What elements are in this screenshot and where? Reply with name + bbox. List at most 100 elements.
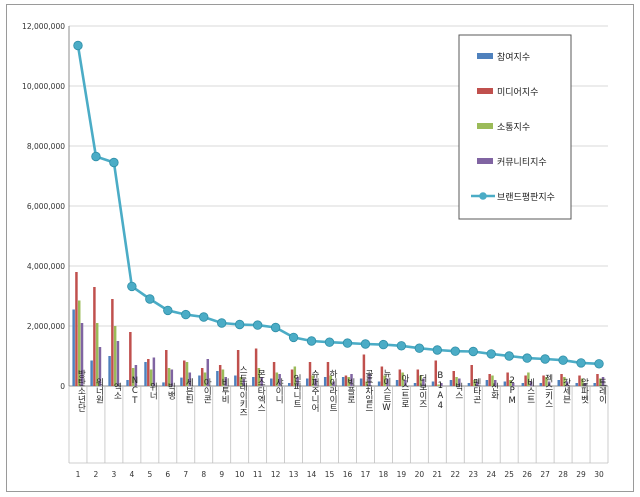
line-point bbox=[127, 281, 137, 292]
bar-2 bbox=[398, 369, 402, 386]
bar-4 bbox=[404, 380, 407, 386]
bar-2 bbox=[380, 366, 384, 386]
line-point bbox=[432, 345, 443, 355]
bar-3 bbox=[113, 326, 117, 386]
bar-3 bbox=[203, 372, 207, 386]
rank-label: 30 bbox=[594, 470, 604, 479]
bar-4 bbox=[242, 378, 245, 386]
rank-label: 12 bbox=[271, 470, 281, 479]
line-point bbox=[486, 349, 496, 359]
rank-label: 19 bbox=[397, 470, 407, 479]
category-label: 펜타곤 bbox=[471, 378, 481, 404]
bar-4 bbox=[260, 377, 263, 386]
bar-1 bbox=[485, 380, 489, 386]
rank-label: 15 bbox=[325, 470, 335, 479]
bar-1 bbox=[72, 309, 75, 386]
rank-label: 29 bbox=[576, 470, 586, 479]
bar-2 bbox=[182, 360, 186, 386]
chart-svg: 0 2,000,000 4,000,000 6,000,000 8,000,000 10,… bbox=[22, 22, 609, 479]
line-point bbox=[576, 358, 586, 368]
bar-1 bbox=[341, 377, 345, 386]
bar-4 bbox=[368, 374, 371, 386]
rank-label: 4 bbox=[129, 470, 134, 479]
rank-label: 25 bbox=[504, 470, 514, 479]
bar-2 bbox=[362, 354, 366, 386]
line-point bbox=[450, 346, 460, 356]
category-label: 아이콘 bbox=[202, 378, 212, 404]
rank-label: 2 bbox=[94, 470, 99, 479]
category-label: 갓세븐 bbox=[561, 378, 571, 404]
bar-3 bbox=[293, 366, 297, 386]
bar-1 bbox=[575, 383, 578, 386]
bar-4 bbox=[565, 381, 569, 386]
bar-1 bbox=[503, 381, 507, 386]
bar-4 bbox=[296, 377, 299, 386]
bar-2 bbox=[434, 360, 438, 386]
bar-4 bbox=[170, 369, 174, 386]
bar-1 bbox=[270, 378, 273, 386]
category-label: NCT bbox=[130, 376, 140, 406]
bar-3 bbox=[311, 375, 315, 386]
category-label: 아스트로 bbox=[399, 373, 409, 408]
bar-3 bbox=[149, 369, 153, 386]
category-label: 샤이니 bbox=[274, 378, 284, 405]
y-tick-label: 6,000,000 bbox=[27, 202, 65, 211]
category-label: 방탄소년단 bbox=[76, 369, 86, 412]
rank-label: 27 bbox=[540, 470, 550, 479]
category-label: 슈퍼주니어 bbox=[310, 370, 320, 413]
bar-4 bbox=[494, 380, 497, 386]
bar-1 bbox=[234, 375, 237, 386]
bar-2 bbox=[75, 272, 78, 386]
category-label: 더보이즈 bbox=[417, 374, 427, 408]
line-point bbox=[396, 341, 407, 351]
category-label: 알파벳 bbox=[579, 378, 589, 405]
bar-2 bbox=[218, 365, 222, 386]
bar-3 bbox=[563, 377, 566, 386]
bar-2 bbox=[236, 350, 240, 386]
line-point bbox=[217, 318, 227, 328]
rank-label: 1 bbox=[76, 470, 81, 479]
bar-1 bbox=[144, 362, 147, 386]
bar-3 bbox=[491, 375, 494, 386]
bar-3 bbox=[95, 323, 99, 386]
line-point bbox=[163, 305, 173, 316]
bar-1 bbox=[359, 378, 363, 386]
bar-2 bbox=[470, 365, 473, 386]
category-label: 하이라이트 bbox=[328, 369, 338, 412]
bar-1 bbox=[252, 377, 255, 386]
bar-2 bbox=[560, 374, 563, 386]
category-label: 세븐틴 bbox=[184, 378, 194, 404]
bar-2 bbox=[488, 374, 491, 386]
bar-4 bbox=[386, 378, 389, 386]
bar-2 bbox=[506, 372, 509, 386]
bar-4 bbox=[332, 381, 335, 386]
line-point bbox=[199, 312, 209, 322]
line-point bbox=[468, 346, 478, 357]
bar-2 bbox=[129, 332, 132, 386]
bar-4 bbox=[440, 383, 443, 386]
line-point bbox=[73, 40, 83, 51]
legend-swatch bbox=[477, 88, 493, 94]
y-tick-label: 0 bbox=[60, 382, 65, 391]
bar-3 bbox=[275, 372, 279, 386]
bar-1 bbox=[198, 375, 201, 386]
bar-2 bbox=[416, 369, 420, 386]
bar-2 bbox=[290, 369, 294, 386]
line-point bbox=[414, 343, 425, 353]
line-point bbox=[522, 353, 532, 363]
legend-swatch bbox=[477, 158, 493, 164]
line-point bbox=[540, 354, 550, 364]
bar-3 bbox=[401, 372, 404, 386]
bar-1 bbox=[593, 383, 596, 386]
bar-2 bbox=[272, 362, 276, 386]
bar-4 bbox=[547, 381, 551, 386]
rank-label: 23 bbox=[468, 470, 478, 479]
bar-1 bbox=[90, 360, 93, 386]
bar-2 bbox=[165, 350, 168, 386]
line-point bbox=[504, 351, 514, 361]
rank-label: 16 bbox=[343, 470, 353, 479]
category-label: 위너 bbox=[148, 383, 158, 401]
rank-label: 17 bbox=[361, 470, 371, 479]
bar-4 bbox=[278, 374, 281, 386]
bar-2 bbox=[254, 348, 258, 386]
